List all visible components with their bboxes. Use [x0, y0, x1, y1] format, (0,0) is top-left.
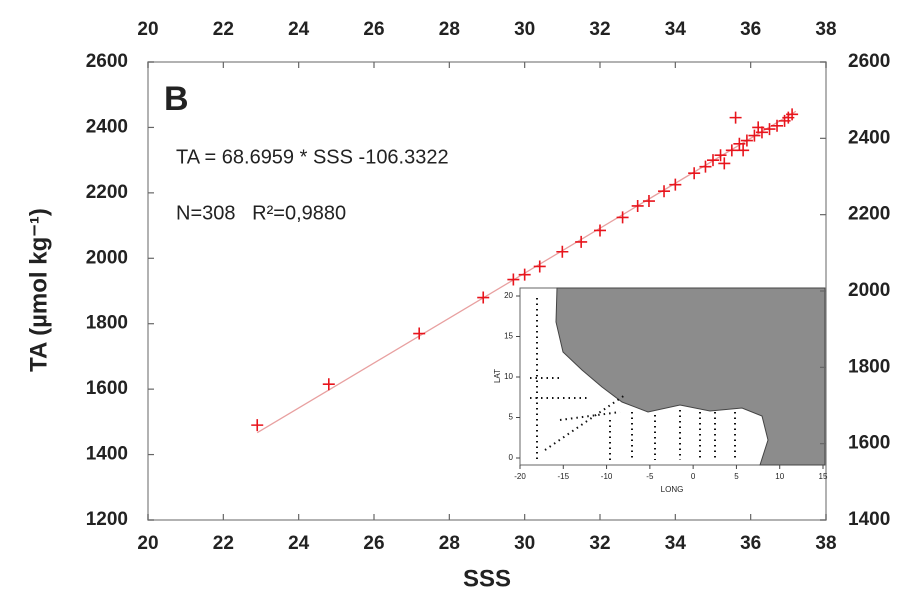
inset-y-tick-label: 20 — [504, 291, 513, 300]
y-tick-label: 1400 — [86, 444, 128, 465]
y2-tick-label: 2600 — [848, 51, 890, 72]
data-point — [251, 419, 264, 432]
data-point — [631, 199, 644, 212]
annotation: N=308 R²=0,9880 — [176, 202, 346, 224]
x-tick-label: 36 — [740, 533, 761, 554]
inset-map — [519, 287, 826, 466]
y2-tick-label: 2400 — [848, 127, 890, 148]
data-point — [507, 273, 520, 286]
x-top-tick-label: 20 — [137, 19, 158, 40]
x-tick-label: 24 — [288, 533, 310, 554]
x-tick-label: 34 — [665, 533, 687, 554]
inset-x-tick-label: -5 — [646, 472, 654, 481]
stations — [530, 298, 736, 460]
data-point — [737, 144, 750, 157]
data-point — [755, 126, 768, 139]
inset-x-tick-label: -15 — [558, 472, 570, 481]
x-tick-label: 30 — [514, 533, 535, 554]
inset-x-title: LONG — [661, 485, 684, 494]
data-point — [725, 144, 738, 157]
data-point — [688, 167, 701, 180]
y-tick-label: 1800 — [86, 313, 128, 334]
panel-label: B — [164, 80, 189, 118]
y-tick-label: 2000 — [86, 247, 128, 268]
data-point — [658, 185, 671, 198]
x-top-tick-label: 26 — [363, 19, 384, 40]
x-tick-label: 38 — [815, 533, 836, 554]
data-point — [616, 211, 629, 224]
data-point — [699, 160, 712, 173]
x-top-tick-label: 30 — [514, 19, 535, 40]
y-tick-label: 1200 — [86, 509, 128, 530]
y-tick-label: 2600 — [86, 51, 128, 72]
data-point — [575, 235, 588, 248]
data-point — [718, 157, 731, 170]
x-tick-label: 22 — [213, 533, 234, 554]
data-point — [748, 129, 761, 142]
inset-y-title: LAT — [493, 369, 502, 383]
x-top-tick-label: 24 — [288, 19, 310, 40]
inset-x-tick-label: 15 — [819, 472, 828, 481]
data-point — [322, 378, 335, 391]
data-point — [518, 268, 531, 281]
y-tick-label: 2200 — [86, 182, 128, 203]
inset-y-tick-label: 15 — [504, 332, 513, 341]
data-point — [707, 154, 719, 167]
data-point — [771, 119, 784, 132]
x-top-tick-label: 38 — [815, 19, 836, 40]
y2-tick-label: 1600 — [848, 433, 890, 454]
data-point — [733, 137, 746, 150]
data-point — [642, 195, 655, 208]
data-point — [477, 291, 490, 304]
x-top-tick-label: 22 — [213, 19, 234, 40]
y-axis-title: TA (µmol kg⁻¹) — [25, 208, 52, 372]
data-point — [714, 149, 727, 162]
x-top-tick-label: 32 — [589, 19, 610, 40]
x-tick-label: 32 — [589, 533, 610, 554]
inset-x-tick-label: -10 — [601, 472, 613, 481]
x-top-tick-label: 36 — [740, 19, 761, 40]
inset-y-tick-label: 0 — [509, 453, 514, 462]
data-point — [740, 134, 753, 147]
data-point — [669, 178, 682, 191]
x-top-tick-label: 28 — [439, 19, 460, 40]
data-point — [763, 123, 776, 136]
y-tick-label: 2400 — [86, 116, 128, 137]
y2-tick-label: 1400 — [848, 509, 890, 530]
y-tick-label: 1600 — [86, 378, 128, 399]
y2-tick-label: 2200 — [848, 204, 890, 225]
x-tick-label: 26 — [363, 533, 384, 554]
data-point — [729, 111, 742, 124]
inset-y-tick-label: 5 — [509, 413, 514, 422]
data-point — [413, 327, 426, 340]
x-axis-title: SSS — [463, 565, 511, 592]
inset-x-tick-label: 0 — [691, 472, 696, 481]
annotation: TA = 68.6959 * SSS -106.3322 — [176, 146, 449, 168]
land — [555, 287, 826, 466]
inset-y-tick-label: 10 — [504, 372, 513, 381]
inset-x-tick-label: 10 — [775, 472, 784, 481]
y2-tick-label: 1800 — [848, 356, 890, 377]
y2-tick-label: 2000 — [848, 280, 890, 301]
data-point — [594, 224, 606, 237]
inset-x-tick-label: -20 — [514, 472, 526, 481]
data-point — [786, 108, 799, 121]
x-top-tick-label: 34 — [665, 19, 687, 40]
inset-x-tick-label: 5 — [734, 472, 739, 481]
x-tick-label: 28 — [439, 533, 460, 554]
x-tick-label: 20 — [137, 533, 158, 554]
data-point — [533, 260, 546, 273]
data-point — [556, 245, 569, 258]
